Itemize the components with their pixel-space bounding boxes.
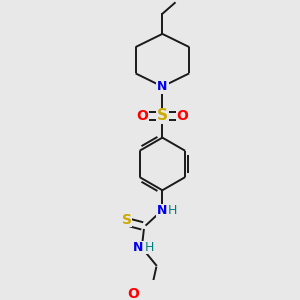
Text: S: S bbox=[122, 213, 132, 227]
Text: N: N bbox=[157, 80, 168, 93]
Text: H: H bbox=[144, 241, 154, 254]
Text: O: O bbox=[136, 109, 148, 123]
Text: H: H bbox=[168, 204, 177, 217]
Text: O: O bbox=[127, 287, 139, 300]
Text: S: S bbox=[157, 109, 168, 124]
Text: N: N bbox=[157, 204, 167, 217]
Text: N: N bbox=[133, 241, 143, 254]
Text: O: O bbox=[177, 109, 188, 123]
